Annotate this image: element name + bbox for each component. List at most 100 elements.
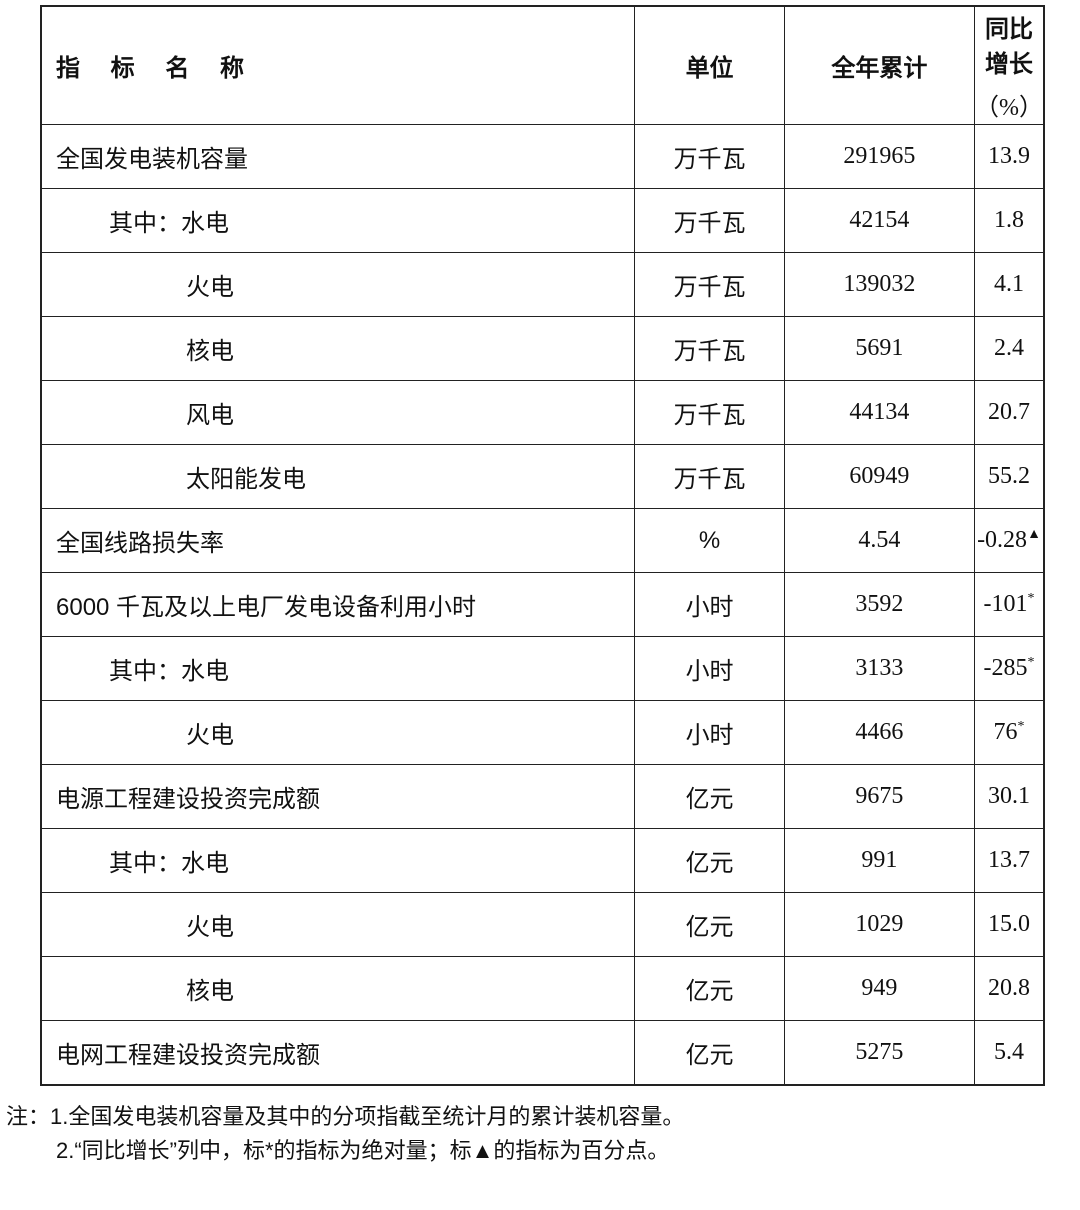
yoy-growth-cell: 15.0 bbox=[974, 892, 1045, 957]
annual-total-cell: 4.54 bbox=[783, 508, 976, 573]
yoy-value: -101 bbox=[983, 591, 1028, 617]
indicator-name: 火电 bbox=[40, 700, 636, 765]
yoy-value: 13.7 bbox=[988, 847, 1030, 873]
table-row: 电网工程建设投资完成额 亿元 5275 5.4 bbox=[40, 1020, 1045, 1086]
indicator-name: 核电 bbox=[40, 316, 636, 381]
notes: 注：1.全国发电装机容量及其中的分项指截至统计月的累计装机容量。 2.“同比增长… bbox=[6, 1100, 684, 1168]
indicator-name: 电源工程建设投资完成额 bbox=[40, 764, 636, 829]
yoy-growth-cell: 4.1 bbox=[974, 252, 1045, 317]
indicator-name: 风电 bbox=[40, 380, 636, 445]
yoy-value: 30.1 bbox=[988, 783, 1030, 809]
annual-total-cell: 42154 bbox=[783, 188, 976, 253]
indicator-name: 6000 千瓦及以上电厂发电设备利用小时 bbox=[40, 572, 636, 637]
header-yoy-growth: 同比增长 （%） bbox=[974, 5, 1045, 125]
yoy-growth-cell: 2.4 bbox=[974, 316, 1045, 381]
yoy-growth-cell: 13.7 bbox=[974, 828, 1045, 893]
unit-cell: 万千瓦 bbox=[634, 380, 785, 445]
unit-cell: 万千瓦 bbox=[634, 316, 785, 381]
header-unit: 单位 bbox=[634, 5, 785, 125]
indicator-name: 火电 bbox=[40, 892, 636, 957]
unit-cell: 万千瓦 bbox=[634, 252, 785, 317]
table-row: 火电 万千瓦 139032 4.1 bbox=[40, 252, 1045, 317]
yoy-mark: * bbox=[1027, 655, 1035, 670]
yoy-growth-cell: 5.4 bbox=[974, 1020, 1045, 1086]
indicator-name: 其中：水电 bbox=[40, 828, 636, 893]
unit-cell: 亿元 bbox=[634, 828, 785, 893]
annual-total-cell: 9675 bbox=[783, 764, 976, 829]
yoy-value: 20.8 bbox=[988, 975, 1030, 1001]
yoy-value: 5.4 bbox=[994, 1039, 1024, 1065]
yoy-mark: * bbox=[1017, 719, 1025, 734]
table-row: 风电 万千瓦 44134 20.7 bbox=[40, 380, 1045, 445]
yoy-growth-cell: -0.28▲ bbox=[974, 508, 1045, 573]
annual-total-cell: 44134 bbox=[783, 380, 976, 445]
yoy-value: -285 bbox=[983, 655, 1028, 681]
yoy-mark: * bbox=[1027, 591, 1035, 606]
yoy-value: 13.9 bbox=[988, 143, 1030, 169]
indicator-name: 全国线路损失率 bbox=[40, 508, 636, 573]
yoy-growth-cell: 1.8 bbox=[974, 188, 1045, 253]
annual-total-cell: 60949 bbox=[783, 444, 976, 509]
yoy-value: -0.28 bbox=[977, 527, 1028, 553]
yoy-growth-cell: 76* bbox=[974, 700, 1045, 765]
yoy-value: 20.7 bbox=[988, 399, 1030, 425]
annual-total-cell: 949 bbox=[783, 956, 976, 1021]
yoy-growth-cell: -101* bbox=[974, 572, 1045, 637]
unit-cell: 小时 bbox=[634, 636, 785, 701]
unit-cell: 万千瓦 bbox=[634, 444, 785, 509]
annual-total-cell: 991 bbox=[783, 828, 976, 893]
statistics-table: 指 标 名 称 单位 全年累计 同比增长 （%） 全国发电装机容量 万千瓦 2919… bbox=[40, 5, 1045, 1086]
annual-total-cell: 3592 bbox=[783, 572, 976, 637]
indicator-name: 全国发电装机容量 bbox=[40, 124, 636, 189]
table-row: 全国发电装机容量 万千瓦 291965 13.9 bbox=[40, 124, 1045, 189]
annual-total-cell: 1029 bbox=[783, 892, 976, 957]
table-row: 太阳能发电 万千瓦 60949 55.2 bbox=[40, 444, 1045, 509]
yoy-growth-cell: 20.8 bbox=[974, 956, 1045, 1021]
indicator-name: 其中：水电 bbox=[40, 636, 636, 701]
annual-total-cell: 3133 bbox=[783, 636, 976, 701]
annual-total-cell: 5691 bbox=[783, 316, 976, 381]
unit-cell: 万千瓦 bbox=[634, 124, 785, 189]
table-row: 其中：水电 万千瓦 42154 1.8 bbox=[40, 188, 1045, 253]
table-row: 6000 千瓦及以上电厂发电设备利用小时 小时 3592 -101* bbox=[40, 572, 1045, 637]
indicator-name: 太阳能发电 bbox=[40, 444, 636, 509]
table-row: 核电 亿元 949 20.8 bbox=[40, 956, 1045, 1021]
indicator-name: 火电 bbox=[40, 252, 636, 317]
indicator-name: 其中：水电 bbox=[40, 188, 636, 253]
unit-cell: 亿元 bbox=[634, 892, 785, 957]
unit-cell: 万千瓦 bbox=[634, 188, 785, 253]
note-1: 注：1.全国发电装机容量及其中的分项指截至统计月的累计装机容量。 bbox=[6, 1104, 685, 1129]
yoy-mark: ▲ bbox=[1027, 527, 1041, 542]
yoy-value: 1.8 bbox=[994, 207, 1024, 233]
table-row: 电源工程建设投资完成额 亿元 9675 30.1 bbox=[40, 764, 1045, 829]
table-row: 核电 万千瓦 5691 2.4 bbox=[40, 316, 1045, 381]
unit-cell: 亿元 bbox=[634, 1020, 785, 1086]
unit-cell: 亿元 bbox=[634, 764, 785, 829]
header-indicator-name: 指 标 名 称 bbox=[40, 5, 636, 125]
indicator-name: 核电 bbox=[40, 956, 636, 1021]
table-header-row: 指 标 名 称 单位 全年累计 同比增长 （%） bbox=[40, 5, 1045, 125]
yoy-growth-cell: 13.9 bbox=[974, 124, 1045, 189]
table-row: 全国线路损失率% 4.54 -0.28▲ bbox=[40, 508, 1045, 573]
yoy-growth-cell: 30.1 bbox=[974, 764, 1045, 829]
header-yoy-label: 同比增长 bbox=[985, 17, 1033, 78]
annual-total-cell: 139032 bbox=[783, 252, 976, 317]
yoy-value: 15.0 bbox=[988, 911, 1030, 937]
unit-cell: 小时 bbox=[634, 700, 785, 765]
unit-cell: 亿元 bbox=[634, 956, 785, 1021]
table-row: 火电 亿元 1029 15.0 bbox=[40, 892, 1045, 957]
yoy-growth-cell: -285* bbox=[974, 636, 1045, 701]
annual-total-cell: 291965 bbox=[783, 124, 976, 189]
yoy-growth-cell: 20.7 bbox=[974, 380, 1045, 445]
annual-total-cell: 4466 bbox=[783, 700, 976, 765]
table-row: 其中：水电 小时 3133 -285* bbox=[40, 636, 1045, 701]
yoy-value: 76 bbox=[993, 719, 1018, 745]
unit-cell: % bbox=[634, 508, 785, 573]
header-yoy-unit: （%） bbox=[975, 95, 1043, 121]
indicator-name: 电网工程建设投资完成额 bbox=[40, 1020, 636, 1086]
table-row: 其中：水电 亿元 991 13.7 bbox=[40, 828, 1045, 893]
note-2: 2.“同比增长”列中，标*的指标为绝对量；标▲的指标为百分点。 bbox=[56, 1138, 670, 1163]
annual-total-cell: 5275 bbox=[783, 1020, 976, 1086]
yoy-value: 4.1 bbox=[994, 271, 1024, 297]
yoy-value: 55.2 bbox=[988, 463, 1030, 489]
